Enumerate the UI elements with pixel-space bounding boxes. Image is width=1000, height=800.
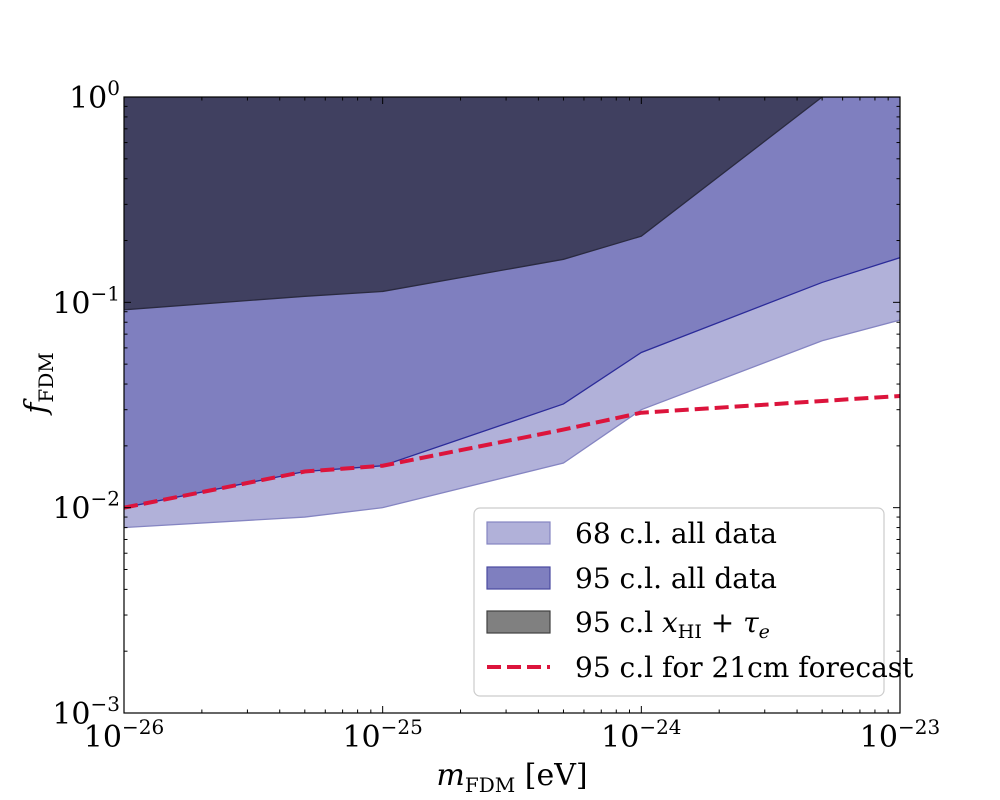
axis-labels: mFDM [eV] fFDM	[19, 352, 588, 797]
x-tick-label: 10−25	[342, 715, 422, 755]
band-0	[124, 257, 900, 528]
legend-label: 68 c.l. all data	[575, 517, 777, 550]
legend-swatch	[486, 610, 551, 634]
x-tick-label: 10−24	[601, 715, 681, 755]
y-tick-label: 10−1	[52, 281, 120, 321]
x-tick-label: 10−23	[860, 715, 940, 755]
y-tick-label: 10−2	[52, 487, 120, 527]
legend-label: 95 c.l. all data	[575, 562, 777, 595]
forecast-line	[124, 393, 900, 510]
x-tick-label: 10−26	[84, 715, 164, 755]
band-edge-2	[124, 97, 900, 311]
y-tick-label: 10−3	[52, 692, 120, 732]
legend-label: 95 c.l for 21cm forecast	[575, 651, 914, 684]
legend-swatch	[486, 566, 551, 590]
x-axis-label: mFDM [eV]	[436, 758, 587, 797]
axes: 10−26 10−25 10−24 10−23 10−3 10−2 10−1 100	[52, 76, 940, 755]
y-axis-label: fFDM	[19, 352, 58, 416]
legend-label: 95 c.l xHI + τe	[575, 606, 770, 643]
y-tick-label: 100	[69, 76, 120, 116]
plot-frame	[123, 96, 901, 714]
legend-box	[473, 507, 885, 697]
band-edge-0	[124, 319, 900, 529]
plot-area	[124, 97, 900, 529]
legend: 68 c.l. all data 95 c.l. all data 95 c.l x…	[473, 507, 914, 697]
band-2	[124, 97, 900, 310]
legend-swatch	[486, 521, 551, 545]
